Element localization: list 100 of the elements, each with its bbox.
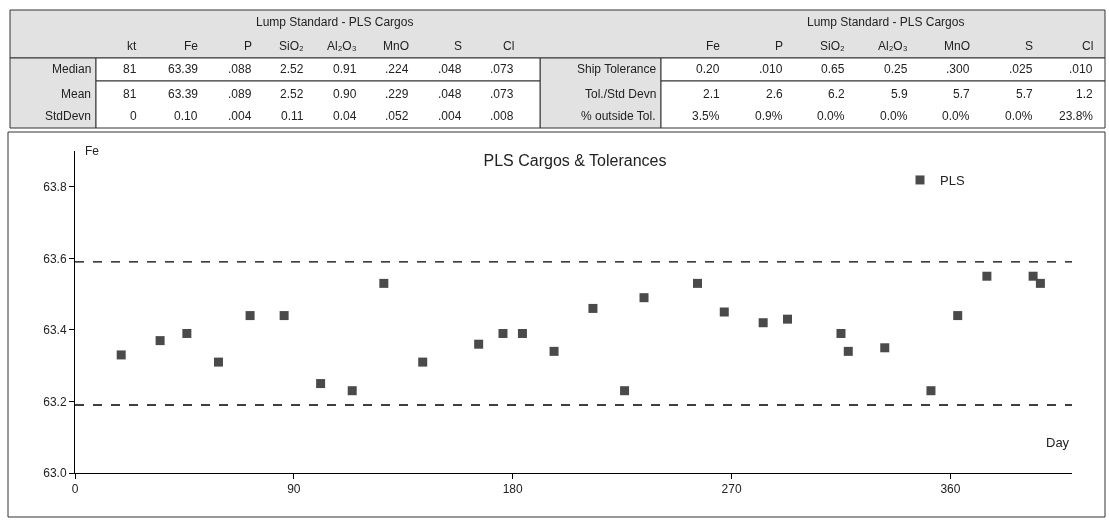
legend-label: PLS: [940, 173, 965, 189]
text: 63.39: [168, 87, 199, 101]
text: 0.91: [333, 62, 357, 76]
point: [418, 357, 428, 367]
x-axis-title: Day: [1046, 435, 1070, 450]
point: [155, 336, 165, 346]
y-tick-label: 63.4: [43, 323, 67, 338]
text: 5.7: [1016, 87, 1034, 101]
chart-title: PLS Cargos & Tolerances: [483, 151, 667, 169]
point: [182, 328, 192, 338]
text: .010: [759, 62, 783, 76]
x-tick-label: 270: [721, 482, 742, 497]
text: .073: [490, 62, 514, 76]
point: [880, 343, 890, 353]
text: .052: [385, 109, 409, 123]
text: 23.8%: [1059, 109, 1094, 123]
point: [279, 311, 289, 321]
text: P: [244, 39, 253, 53]
text: .089: [228, 87, 252, 101]
text: 2.6: [766, 87, 784, 101]
point: [116, 350, 126, 360]
text: 0.25: [884, 62, 908, 76]
text: 0.65: [821, 62, 845, 76]
y-axis-title: Fe: [85, 144, 100, 158]
point: [926, 386, 936, 396]
text: .025: [1009, 62, 1033, 76]
x-tick-label: 0: [71, 482, 79, 497]
text: Tol./Std Devn: [585, 87, 657, 101]
text: Al₂O₃: [878, 39, 908, 53]
text: 0.04: [333, 109, 357, 123]
point: [213, 357, 223, 367]
text: StdDevn: [45, 109, 92, 123]
text: .048: [438, 62, 462, 76]
text: 0.0%: [1005, 109, 1033, 123]
text: MnO: [944, 39, 971, 53]
text: 0.0%: [817, 109, 845, 123]
text: 0.10: [174, 109, 198, 123]
point: [982, 271, 992, 281]
text: .224: [385, 62, 409, 76]
text: 5.7: [953, 87, 971, 101]
x-tick-label: 90: [287, 482, 301, 497]
point: [588, 303, 598, 313]
text: 0.90: [333, 87, 357, 101]
text: 0.20: [696, 62, 720, 76]
text: MnO: [383, 39, 410, 53]
text: .004: [228, 109, 252, 123]
text: Al₂O₃: [327, 39, 357, 53]
text: .048: [438, 87, 462, 101]
text: S: [1025, 39, 1034, 53]
point: [347, 386, 357, 396]
point: [639, 293, 649, 303]
text: 0.0%: [880, 109, 908, 123]
text: .004: [438, 109, 462, 123]
text: .300: [946, 62, 970, 76]
text: 0.11: [281, 109, 304, 123]
point: [953, 311, 963, 321]
point: [316, 379, 326, 389]
point: [498, 328, 508, 338]
text: P: [775, 39, 784, 53]
point: [474, 339, 484, 349]
text: Median: [52, 62, 92, 76]
x-tick-label: 360: [940, 482, 961, 497]
point: [693, 278, 703, 288]
y-tick-label: 63.0: [43, 466, 67, 481]
point: [245, 311, 255, 321]
y-tick-label: 63.8: [43, 179, 67, 194]
text: Fe: [184, 39, 199, 53]
point: [719, 307, 729, 317]
text: 0: [130, 109, 137, 123]
point: [549, 346, 559, 356]
text: 1.2: [1076, 87, 1094, 101]
text: 5.9: [891, 87, 909, 101]
text: 2.1: [703, 87, 721, 101]
text: Ship Tolerance: [577, 62, 657, 76]
point: [836, 328, 846, 338]
text: Mean: [61, 87, 92, 101]
point: [1035, 278, 1045, 288]
y-tick-label: 63.6: [43, 251, 67, 266]
text: Cl: [1082, 39, 1094, 53]
point: [620, 386, 630, 396]
point: [758, 318, 768, 328]
text: .229: [385, 87, 409, 101]
text: .088: [228, 62, 252, 76]
text: Lump Standard - PLS Cargos: [807, 15, 965, 29]
point: [379, 278, 389, 288]
point: [517, 328, 527, 338]
point: [843, 346, 853, 356]
text: 0.0%: [942, 109, 970, 123]
text: .010: [1069, 62, 1093, 76]
text: 81: [123, 62, 137, 76]
text: 63.39: [168, 62, 199, 76]
text: .008: [490, 109, 514, 123]
text: kt: [127, 39, 137, 53]
text: Fe: [706, 39, 721, 53]
point: [782, 314, 792, 324]
point: [1028, 271, 1038, 281]
text: 2.52: [280, 62, 304, 76]
text: S: [454, 39, 463, 53]
text: Cl: [503, 39, 515, 53]
text: 2.52: [280, 87, 304, 101]
